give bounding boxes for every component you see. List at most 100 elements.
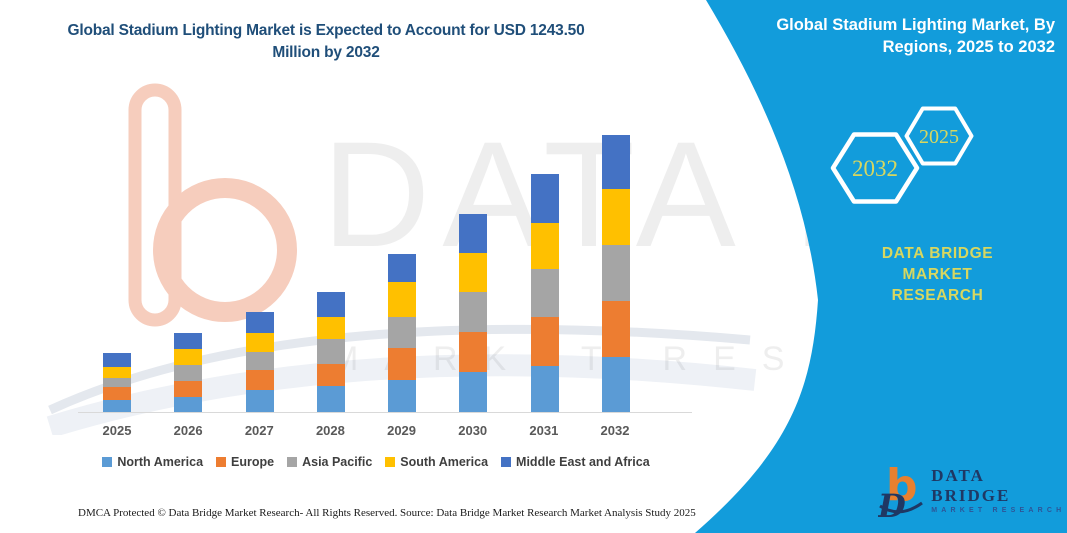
bar-segment xyxy=(530,173,559,224)
bar-segment xyxy=(316,385,345,412)
panel-brand-line-2: RESEARCH xyxy=(891,287,984,304)
bar-segment xyxy=(388,380,417,412)
bar-segment xyxy=(103,367,131,378)
hexagon-badges: 2032 2025 xyxy=(830,106,974,204)
x-axis-label: 2030 xyxy=(458,423,488,438)
bar-segment xyxy=(530,223,559,270)
bar-column-2029 xyxy=(388,253,417,412)
bar-segment xyxy=(388,347,417,381)
legend-item: Middle East and Africa xyxy=(501,455,650,469)
bar-column-2026 xyxy=(174,332,203,412)
page-title: Global Stadium Lighting Market is Expect… xyxy=(36,20,616,64)
logo-title: DATA BRIDGE xyxy=(931,466,1011,505)
bar-segment xyxy=(103,399,131,412)
bar-column-2030 xyxy=(459,214,488,412)
bar-segment xyxy=(388,281,417,318)
logo-subtitle: MARKET RESEARCH xyxy=(931,507,1066,514)
x-axis-label: 2027 xyxy=(244,423,274,438)
panel-title: Global Stadium Lighting Market, By Regio… xyxy=(755,14,1055,58)
bar-segment xyxy=(601,300,630,358)
bar-segment xyxy=(601,189,630,246)
bar-segment xyxy=(388,317,417,348)
legend-swatch xyxy=(287,457,298,467)
hexagon-2025 xyxy=(904,106,974,166)
legend-label: Europe xyxy=(231,455,275,469)
panel-title-line-2: Regions, 2025 to 2032 xyxy=(882,38,1055,56)
x-axis-line xyxy=(78,412,692,413)
x-axis-label: 2031 xyxy=(529,423,559,438)
legend-item: South America xyxy=(385,455,488,469)
page-title-line-1: Global Stadium Lighting Market is Expect… xyxy=(67,22,585,39)
panel-title-line-1: Global Stadium Lighting Market, By xyxy=(776,16,1055,34)
x-axis-label: 2025 xyxy=(102,423,132,438)
legend-swatch xyxy=(385,457,396,467)
dmca-notice: DMCA Protected © Data Bridge Market Rese… xyxy=(78,507,398,519)
bar-segment xyxy=(245,312,274,334)
x-axis-label: 2026 xyxy=(173,423,203,438)
source-note: Source: Data Bridge Market Research Mark… xyxy=(400,507,696,519)
bar-segment xyxy=(316,339,345,365)
bar-segment xyxy=(459,371,488,412)
x-axis-label: 2029 xyxy=(387,423,417,438)
legend-swatch xyxy=(216,457,227,467)
bar-segment xyxy=(103,353,131,368)
data-bridge-logo: b D DATA BRIDGE MARKET RESEARCH xyxy=(878,462,1067,520)
bar-segment xyxy=(174,381,203,397)
bar-column-2028 xyxy=(316,291,345,412)
bar-segment xyxy=(530,365,559,412)
bar-column-2025 xyxy=(103,353,131,412)
legend-label: Asia Pacific xyxy=(302,455,373,469)
hexagon-2032 xyxy=(830,132,920,204)
bar-segment xyxy=(530,269,559,318)
panel-brand-line-1: DATA BRIDGE MARKET xyxy=(881,245,994,283)
x-axis-label: 2032 xyxy=(600,423,630,438)
bar-segment xyxy=(174,365,203,382)
legend-swatch xyxy=(102,457,113,467)
bar-segment xyxy=(103,386,131,400)
data-bridge-logo-icon: b D xyxy=(878,462,923,520)
bar-segment xyxy=(601,357,630,412)
data-bridge-logo-text: DATA BRIDGE MARKET RESEARCH xyxy=(931,466,1067,516)
x-axis-label: 2028 xyxy=(315,423,345,438)
bar-segment xyxy=(459,214,488,254)
bar-segment xyxy=(601,245,630,301)
legend-swatch xyxy=(501,457,512,467)
bar-column-2027 xyxy=(245,312,274,412)
bar-column-2031 xyxy=(530,173,559,412)
bar-segment xyxy=(174,332,203,350)
bar-segment xyxy=(174,396,203,412)
legend-item: Asia Pacific xyxy=(287,455,372,469)
legend-label: South America xyxy=(400,455,489,469)
bar-segment xyxy=(316,316,345,340)
legend-item: North America xyxy=(102,455,203,469)
bar-segment xyxy=(316,364,345,386)
bar-segment xyxy=(103,377,131,387)
x-axis-labels: 2025 2026 2027 2028 2029 2030 2031 2032 xyxy=(89,423,643,438)
bar-segment xyxy=(459,292,488,332)
bar-segment xyxy=(459,331,488,372)
bar-segment xyxy=(245,390,274,412)
page-title-line-2: Million by 2032 xyxy=(272,44,380,61)
legend-item: Europe xyxy=(216,455,274,469)
hexagon-2025-label: 2025 xyxy=(919,126,959,148)
bar-segment xyxy=(245,333,274,353)
legend-label: Middle East and Africa xyxy=(516,455,650,469)
legend: North America Europe Asia Pacific South Ame… xyxy=(26,455,726,469)
data-bridge-b-watermark xyxy=(128,83,297,327)
legend-label: North America xyxy=(117,455,204,469)
bar-segment xyxy=(316,291,345,317)
bar-segment xyxy=(388,253,417,282)
bar-segment xyxy=(459,253,488,293)
bar-segment xyxy=(245,352,274,371)
svg-text:D: D xyxy=(878,487,906,520)
panel-brand-text: DATA BRIDGE MARKET RESEARCH xyxy=(845,243,1030,306)
bar-segment xyxy=(174,349,203,366)
bar-column-2032 xyxy=(601,135,630,412)
bar-segment xyxy=(245,370,274,391)
bar-segment xyxy=(530,317,559,366)
hexagon-2032-label: 2032 xyxy=(852,156,898,181)
svg-text:b: b xyxy=(886,462,918,511)
bars xyxy=(103,130,630,412)
